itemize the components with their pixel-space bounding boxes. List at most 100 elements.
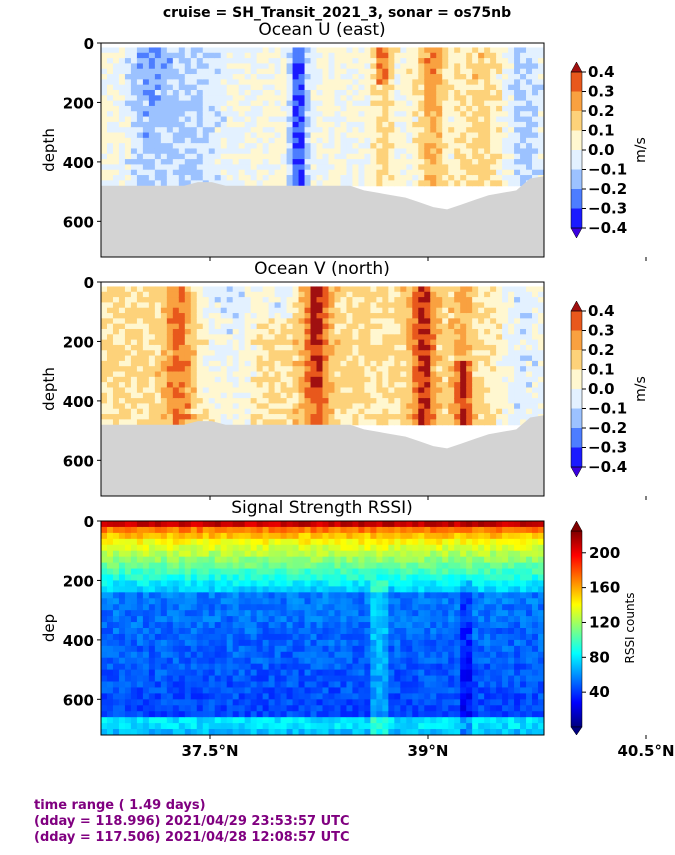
field-cell [238,651,246,659]
field-cell [280,143,288,150]
field-cell [364,408,371,415]
field-cell [532,398,539,405]
field-cell [148,633,156,641]
field-cell [460,355,467,362]
field-cell [286,89,294,96]
field-cell [142,663,150,671]
field-cell [508,318,515,325]
field-cell [346,127,354,134]
field-cell [310,339,318,346]
field-cell [538,350,544,357]
field-cell [124,137,132,144]
field-cell [514,111,521,118]
field-cell [280,116,288,123]
field-cell [136,355,144,362]
field-cell [394,291,401,298]
field-cell [214,47,222,54]
field-cell [340,116,348,123]
field-cell [124,164,132,171]
field-cell [370,403,377,410]
field-cell [472,47,479,54]
field-cell [136,598,144,605]
field-cell [298,111,306,118]
field-cell [250,550,258,558]
field-cell [268,100,276,107]
field-cell [346,387,354,394]
field-cell [508,180,515,187]
field-cell [250,371,258,378]
field-cell [454,47,461,54]
field-cell [202,127,210,134]
field-cell [250,127,258,134]
field-cell [160,344,168,351]
field-cell [484,414,491,420]
field-cell [196,376,204,383]
field-cell [190,717,198,724]
field-cell [172,586,180,593]
field-cell [130,711,138,718]
field-cell [328,387,336,394]
field-cell [232,100,240,107]
field-cell [388,74,395,80]
field-cell [430,403,437,410]
field-cell [532,164,539,171]
field-cell [202,350,210,357]
field-cell [424,164,431,171]
field-cell [142,328,150,335]
field-cell [358,121,366,128]
field-cell [400,100,407,107]
field-cell [124,286,132,293]
field-cell [328,286,336,293]
field-cell [304,334,312,341]
field-cell [334,116,342,123]
field-cell [172,297,180,304]
field-cell [101,137,108,144]
field-cell [136,699,144,706]
field-cell [196,302,204,309]
field-cell [388,371,395,378]
field-cell [502,318,509,325]
field-cell [112,669,120,677]
field-cell [232,408,240,415]
field-cell [238,143,246,150]
field-cell [244,669,252,677]
field-cell [130,392,138,399]
field-cell [142,291,150,298]
colorbar-tick-label: 0.4 [588,302,615,320]
field-cell [250,580,258,587]
field-cell [376,318,383,325]
field-cell [454,169,461,176]
field-cell [436,350,443,357]
field-cell [454,313,461,319]
field-cell [226,105,234,112]
field-cell [268,592,276,599]
field-cell [148,116,156,123]
field-cell [358,286,366,293]
field-cell [304,382,312,389]
field-cell [388,143,395,150]
field-cell [112,307,120,314]
field-cell [148,586,156,593]
field-cell [178,639,186,647]
field-cell [220,657,228,665]
field-cell [214,598,222,605]
field-cell [262,723,270,730]
field-cell [154,132,162,139]
field-cell [214,74,222,80]
field-cell [101,562,108,570]
field-cell [352,382,360,389]
field-cell [442,419,449,426]
field-cell [202,392,210,399]
field-cell [184,693,192,700]
field-cell [490,371,497,378]
field-cell [502,328,509,335]
field-cell [256,604,264,611]
field-cell [101,610,108,617]
field-cell [196,538,204,546]
field-cell [196,297,204,304]
field-cell [352,339,360,346]
field-cell [256,169,264,176]
field-cell [328,408,336,415]
field-cell [364,148,371,155]
field-cell [376,58,383,65]
